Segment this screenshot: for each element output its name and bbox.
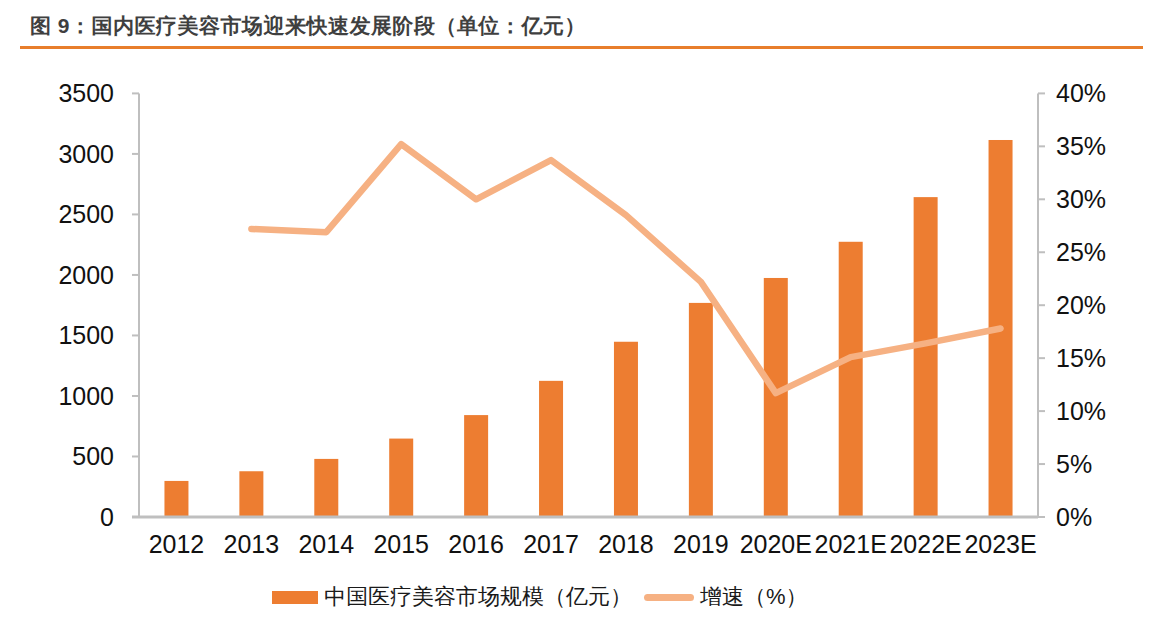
x-axis-label-2023E: 2023E bbox=[964, 530, 1036, 558]
y-axis-right-label: 40% bbox=[1056, 79, 1106, 107]
y-axis-left-label: 0 bbox=[100, 503, 114, 531]
chart-canvas: 0 500 1000 1500 2000 2500 3000 3500 0% 5% 10% 15% 20… bbox=[0, 0, 1149, 632]
bar-2012 bbox=[164, 481, 188, 517]
legend-item-growth: 增速（%） bbox=[644, 582, 808, 612]
bar-series-swatch-icon bbox=[272, 591, 318, 604]
x-axis-label-2018: 2018 bbox=[598, 530, 654, 558]
line-series-label: 增速（%） bbox=[700, 582, 808, 612]
bar-series-label: 中国医疗美容市场规模（亿元） bbox=[324, 582, 632, 612]
x-axis-label-2022E: 2022E bbox=[889, 530, 961, 558]
legend-item-market-size: 中国医疗美容市场规模（亿元） bbox=[272, 582, 632, 612]
y-axis-left-label: 3000 bbox=[58, 140, 114, 168]
y-axis-right-label: 30% bbox=[1056, 185, 1106, 213]
bar-2014 bbox=[314, 459, 338, 517]
y-axis-left-label: 2500 bbox=[58, 200, 114, 228]
y-axis-right-label: 35% bbox=[1056, 132, 1106, 160]
y-axis-right-label: 10% bbox=[1056, 397, 1106, 425]
bar-2016 bbox=[464, 415, 488, 517]
chart-legend: 中国医疗美容市场规模（亿元） 增速（%） bbox=[272, 582, 808, 612]
x-axis-label-2017: 2017 bbox=[523, 530, 579, 558]
bar-2013 bbox=[239, 471, 263, 517]
bar-2020E bbox=[764, 278, 788, 517]
y-axis-right-label: 20% bbox=[1056, 291, 1106, 319]
x-axis-label-2012: 2012 bbox=[149, 530, 205, 558]
bar-2017 bbox=[539, 381, 563, 517]
bar-2022E bbox=[914, 197, 938, 517]
y-axis-right-label: 0% bbox=[1056, 503, 1092, 531]
y-axis-left-label: 2000 bbox=[58, 261, 114, 289]
y-axis-left-label: 1000 bbox=[58, 382, 114, 410]
x-axis-label-2016: 2016 bbox=[448, 530, 504, 558]
y-axis-left-label: 1500 bbox=[58, 321, 114, 349]
x-axis-label-2015: 2015 bbox=[373, 530, 429, 558]
x-axis-label-2021E: 2021E bbox=[815, 530, 887, 558]
bar-2015 bbox=[389, 439, 413, 517]
x-axis-label-2019: 2019 bbox=[673, 530, 729, 558]
line-series-swatch-icon bbox=[644, 594, 694, 601]
y-axis-left-label: 500 bbox=[72, 442, 114, 470]
x-axis-label-2020E: 2020E bbox=[740, 530, 812, 558]
y-axis-right-label: 25% bbox=[1056, 238, 1106, 266]
x-axis-label-2013: 2013 bbox=[224, 530, 280, 558]
bar-2019 bbox=[689, 303, 713, 517]
bar-2018 bbox=[614, 342, 638, 517]
y-axis-right-label: 5% bbox=[1056, 450, 1092, 478]
figure-9-medical-beauty-chart: 图 9：国内医疗美容市场迎来快速发展阶段（单位：亿元） 050010001500… bbox=[0, 0, 1149, 632]
y-axis-right-label: 15% bbox=[1056, 344, 1106, 372]
x-axis-label-2014: 2014 bbox=[298, 530, 354, 558]
y-axis-left-label: 3500 bbox=[58, 79, 114, 107]
bar-2021E bbox=[839, 242, 863, 517]
